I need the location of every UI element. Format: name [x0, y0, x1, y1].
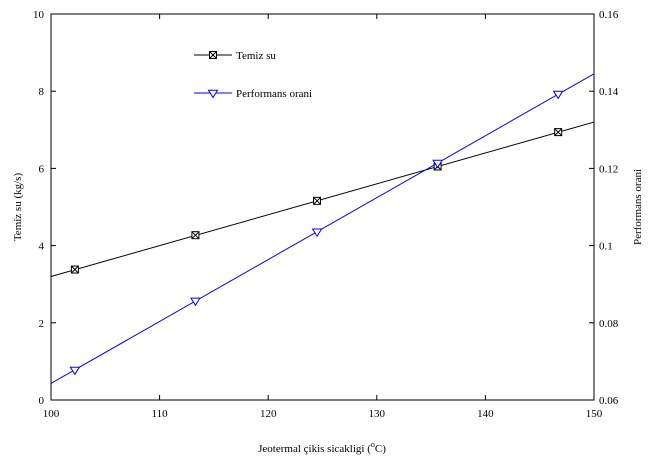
legend-marker-performans-orani [207, 89, 219, 99]
series-0-marker [70, 265, 79, 274]
x-axis-title-superscript: o [371, 440, 375, 449]
y-axis-right-title: Performans orani [632, 169, 644, 245]
x-tick-label: 120 [260, 408, 277, 420]
series-0-marker-cross-b [313, 196, 321, 205]
series-line-1 [50, 73, 595, 384]
plot-frame [50, 13, 595, 401]
y-right-tick-label: 0.06 [599, 395, 619, 407]
x-tick-label: 130 [369, 408, 386, 420]
y-axis-left-title: Temiz su (kg/s) [12, 173, 24, 242]
y-left-tick-label: 10 [33, 9, 45, 21]
series-1-marker [552, 90, 564, 100]
series-0-marker [554, 128, 563, 137]
legend-marker-temiz-su [209, 51, 217, 59]
x-tick-label: 110 [152, 408, 169, 420]
x-tick-label: 140 [477, 408, 494, 420]
x-tick-label: 100 [43, 408, 60, 420]
x-axis-title-main: Jeotermal çikis sicakligi ( [258, 443, 371, 455]
y-right-tick-label: 0.14 [599, 86, 619, 98]
x-axis-title: Jeotermal çikis sicakligi (oC) [258, 440, 386, 455]
series-0-marker [191, 231, 200, 240]
series-0-marker-cross-b [71, 265, 79, 274]
legend-label-temiz-su: Temiz su [236, 50, 276, 62]
y-left-tick-label: 8 [39, 86, 45, 98]
series-lines [50, 73, 595, 384]
series-1-marker [190, 297, 201, 307]
x-tick-label: 150 [586, 408, 603, 420]
series-1-marker [432, 159, 444, 169]
y-right-tick-label: 0.08 [599, 318, 619, 330]
series-1-marker [69, 366, 81, 376]
y-left-tick-label: 4 [39, 241, 45, 253]
ticks [50, 13, 595, 401]
series-0-marker-cross-b [191, 231, 200, 240]
legend-marker-0-shape [209, 51, 217, 59]
x-axis-title-suffix: C) [375, 443, 386, 455]
legend-marker-0-shape-cross-b [209, 51, 217, 59]
y-right-tick-label: 0.1 [599, 241, 613, 253]
series-markers [69, 90, 564, 376]
series-0-marker-cross-b [554, 128, 563, 136]
series-1-marker [311, 228, 323, 238]
y-right-tick-label: 0.16 [599, 9, 619, 21]
series-0-marker [313, 196, 322, 205]
y-right-tick-label: 0.12 [599, 163, 618, 175]
series-line-0 [50, 121, 595, 277]
y-left-tick-label: 0 [39, 395, 45, 407]
legend-marker-1-shape [207, 89, 219, 99]
y-left-tick-label: 6 [39, 163, 45, 175]
legend: Temiz su Performans orani [194, 50, 312, 100]
legend-label-performans-orani: Performans orani [236, 88, 312, 100]
tick-labels: 100 110 120 130 140 150 0 2 4 6 8 10 0.06 0.08 0.1 0.12… [33, 9, 619, 420]
y-left-tick-label: 2 [39, 318, 45, 330]
